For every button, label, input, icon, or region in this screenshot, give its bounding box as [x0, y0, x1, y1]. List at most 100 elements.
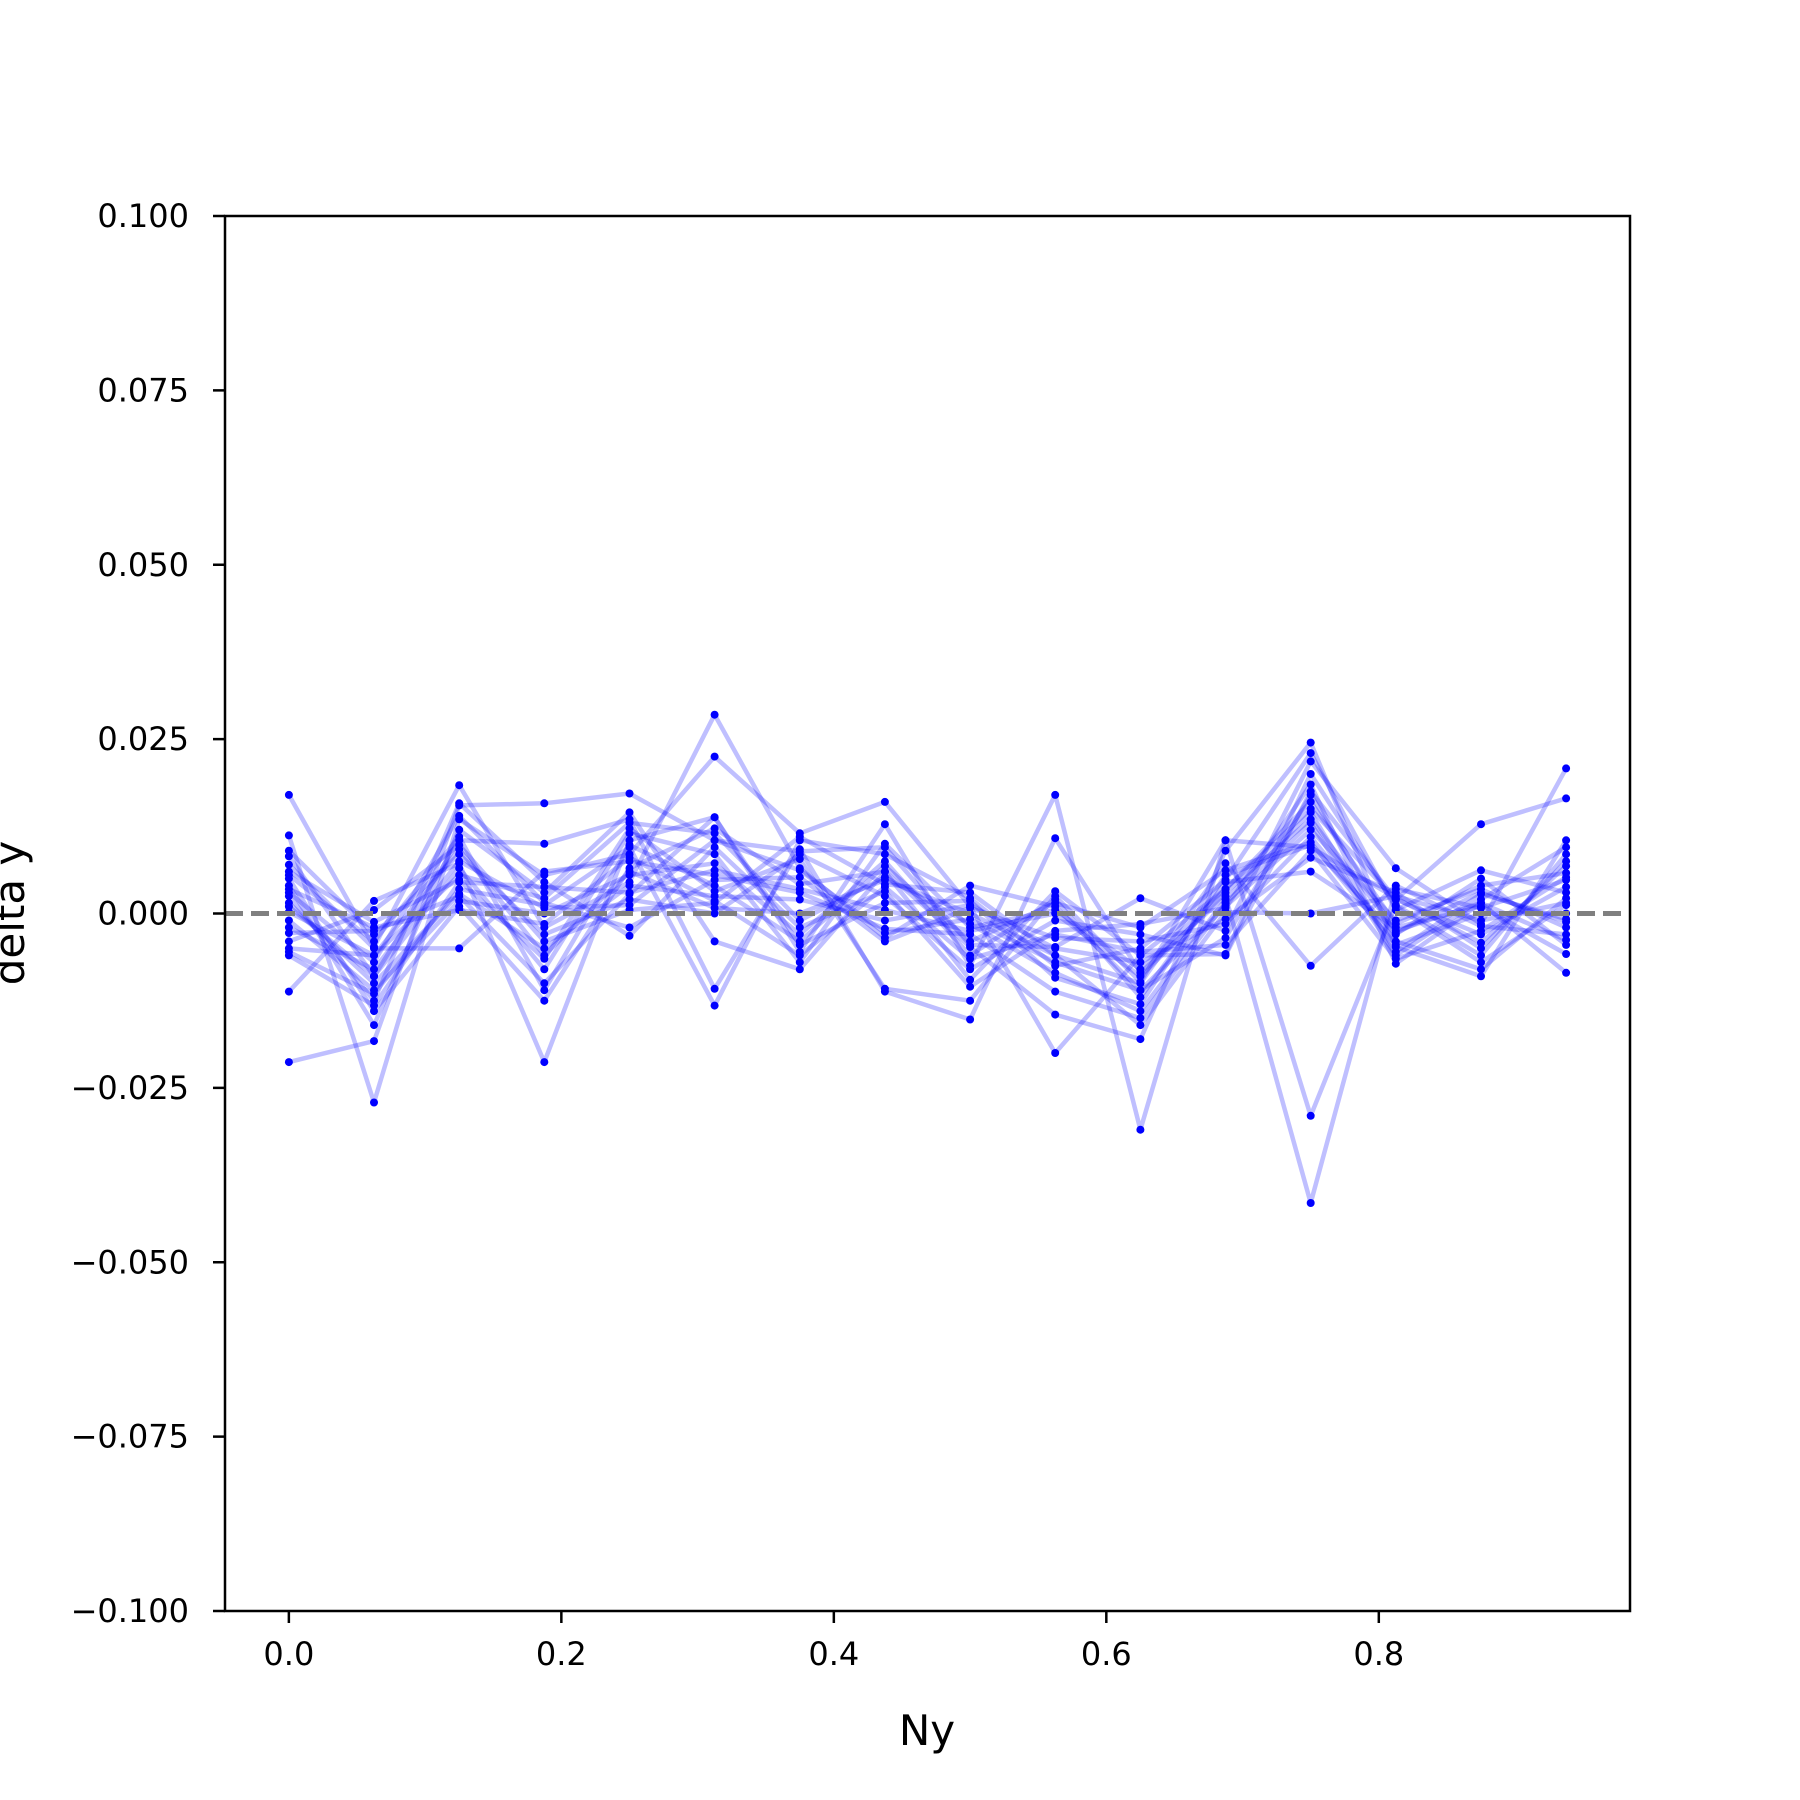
series-line — [287, 848, 1568, 962]
data-point — [370, 944, 378, 953]
data-point — [1562, 857, 1571, 866]
data-point — [1306, 738, 1315, 747]
series-line — [288, 810, 1567, 1014]
data-point — [710, 866, 719, 875]
data-point — [1136, 972, 1145, 981]
y-tick-label: −0.075 — [71, 1418, 189, 1456]
series-6 — [284, 738, 1571, 1044]
data-point — [540, 944, 549, 953]
data-point — [1562, 873, 1571, 882]
data-point — [1221, 846, 1230, 855]
series-line — [287, 792, 1568, 1132]
data-point — [1477, 874, 1485, 883]
data-point — [710, 813, 719, 822]
data-point — [1391, 947, 1400, 956]
data-point — [540, 867, 549, 876]
y-axis: 0.100 0.075 0.050 0.025 0.000 −0.025 −0.050 −0.… — [71, 197, 225, 1630]
data-point — [455, 811, 464, 820]
x-tick-label: 0.4 — [808, 1635, 859, 1673]
data-point — [284, 987, 293, 996]
data-point — [625, 867, 634, 876]
y-tick-label: −0.050 — [71, 1243, 189, 1281]
data-point — [284, 871, 293, 880]
data-point — [1477, 938, 1485, 947]
data-point — [1306, 838, 1315, 847]
data-point — [966, 965, 975, 974]
data-point — [1221, 940, 1230, 949]
data-point — [1391, 926, 1400, 935]
data-point — [1221, 888, 1230, 897]
data-point — [1306, 808, 1315, 817]
data-point — [966, 975, 975, 984]
data-point — [1306, 797, 1315, 806]
data-point — [710, 829, 719, 838]
data-point — [880, 797, 889, 806]
data-point — [1562, 843, 1571, 852]
data-point — [1391, 902, 1400, 911]
data-point — [370, 958, 378, 967]
y-tick-label: 0.000 — [97, 895, 189, 933]
data-point — [370, 1021, 378, 1030]
x-tick-label: 0.8 — [1353, 1635, 1404, 1673]
data-point — [966, 888, 975, 897]
data-point — [1391, 940, 1400, 949]
data-point — [284, 923, 293, 932]
data-point — [880, 862, 889, 871]
data-point — [1221, 951, 1230, 960]
data-point — [455, 944, 464, 953]
data-point — [1306, 825, 1315, 834]
data-point — [1562, 888, 1571, 897]
data-point — [1391, 954, 1400, 963]
y-tick-label: −0.025 — [71, 1069, 189, 1107]
data-point — [370, 923, 378, 932]
data-point — [1306, 787, 1315, 796]
data-point — [1136, 937, 1145, 946]
x-tick-label: 0.6 — [1081, 1635, 1132, 1673]
data-point — [1477, 965, 1485, 974]
data-point — [1051, 887, 1060, 896]
x-tick-label: 0.0 — [263, 1635, 314, 1673]
data-point — [880, 899, 889, 907]
x-axis: 0.0 0.2 0.4 0.6 0.8 — [263, 1611, 1404, 1673]
data-point — [1136, 1021, 1145, 1030]
data-point — [1051, 987, 1060, 996]
data-point — [625, 895, 634, 904]
data-point — [370, 1037, 378, 1046]
data-point — [710, 843, 719, 852]
data-point — [1477, 885, 1485, 894]
data-point — [1136, 1035, 1145, 1044]
data-point — [1136, 1000, 1145, 1009]
data-point — [795, 885, 804, 894]
data-point — [540, 996, 549, 1005]
data-point — [1221, 836, 1230, 845]
data-point — [1051, 1010, 1060, 1019]
data-point — [1562, 836, 1571, 845]
data-point — [540, 883, 549, 891]
x-tick-label: 0.2 — [536, 1635, 587, 1673]
data-point — [1477, 926, 1485, 935]
data-point — [540, 888, 549, 897]
data-point — [1136, 965, 1145, 974]
data-point — [710, 752, 719, 761]
series-line — [287, 799, 1567, 979]
data-point — [1477, 820, 1485, 829]
data-point — [1306, 749, 1315, 758]
data-point — [795, 916, 804, 925]
data-point — [455, 878, 464, 887]
data-point — [1306, 846, 1315, 855]
data-point — [625, 829, 634, 838]
data-point — [795, 895, 804, 904]
data-point — [966, 881, 975, 890]
data-point — [1051, 790, 1060, 799]
data-point — [1051, 834, 1060, 843]
series-line — [287, 827, 1568, 993]
data-point — [880, 916, 889, 925]
data-point — [1306, 867, 1315, 876]
data-point — [966, 915, 975, 924]
data-point — [1136, 1014, 1145, 1023]
data-point — [1136, 958, 1145, 967]
data-point — [795, 873, 804, 882]
data-point — [625, 881, 634, 890]
series-line — [287, 789, 1568, 972]
data-point — [966, 926, 975, 935]
